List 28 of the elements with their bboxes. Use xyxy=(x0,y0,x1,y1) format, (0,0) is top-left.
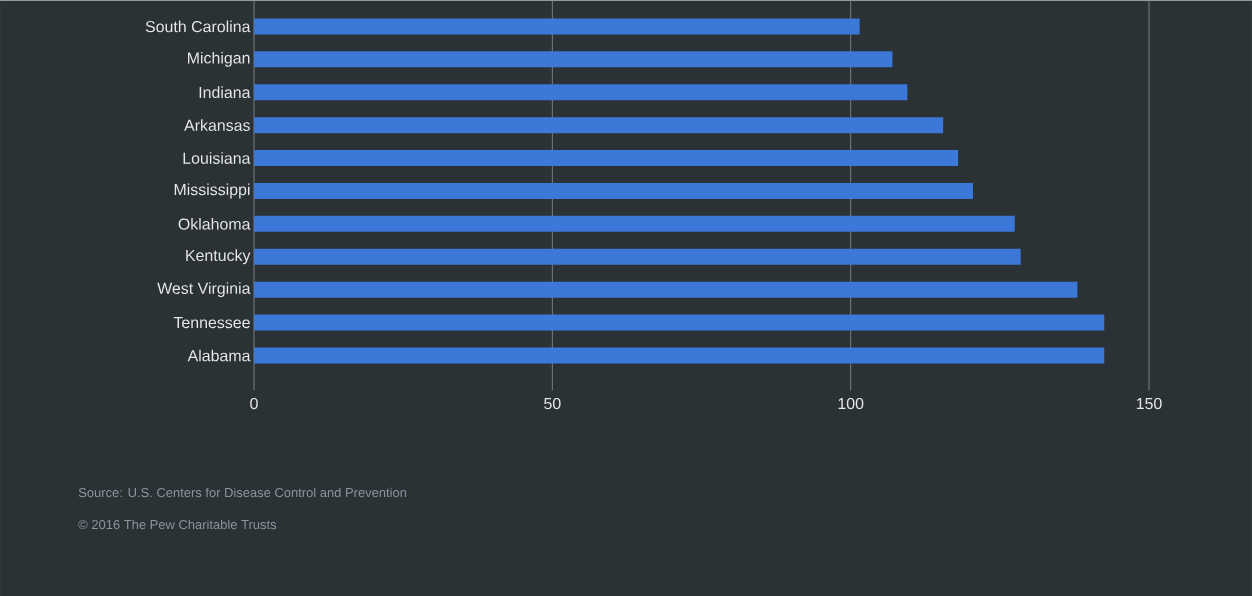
bar xyxy=(254,149,959,166)
x-tick-label: 100 xyxy=(838,397,864,410)
bar xyxy=(254,84,908,101)
y-tick-label: Louisiana xyxy=(183,152,251,164)
source-note: Source: U.S. Centers for Disease Control and Prevention xyxy=(78,487,407,497)
bar xyxy=(254,314,1105,331)
bar xyxy=(254,215,1015,232)
bar xyxy=(254,51,893,68)
y-tick-label: Arkansas xyxy=(184,119,250,131)
x-tick-label: 150 xyxy=(1136,397,1162,410)
x-tick-label: 0 xyxy=(250,397,258,410)
y-tick-label: Alabama xyxy=(187,349,251,362)
y-tick-label: Oklahoma xyxy=(178,217,251,230)
bar xyxy=(254,281,1078,298)
y-tick-label: Mississippi xyxy=(174,183,250,199)
text: © 2016 The Pew Charitable Trusts xyxy=(78,519,277,529)
bar xyxy=(254,347,1105,364)
bar xyxy=(254,18,860,35)
y-tick-label: Kentucky xyxy=(186,249,251,265)
bar xyxy=(254,248,1021,265)
bar xyxy=(254,116,944,133)
x-tick-label: 50 xyxy=(544,397,561,410)
y-tick-label: West Virginia xyxy=(157,282,251,297)
y-tick-label: Tennessee xyxy=(173,316,250,328)
bar xyxy=(254,182,973,199)
y-tick-label: Michigan xyxy=(188,51,250,67)
y-tick-label: South Carolina xyxy=(145,20,251,33)
y-tick-label: Indiana xyxy=(199,86,251,98)
